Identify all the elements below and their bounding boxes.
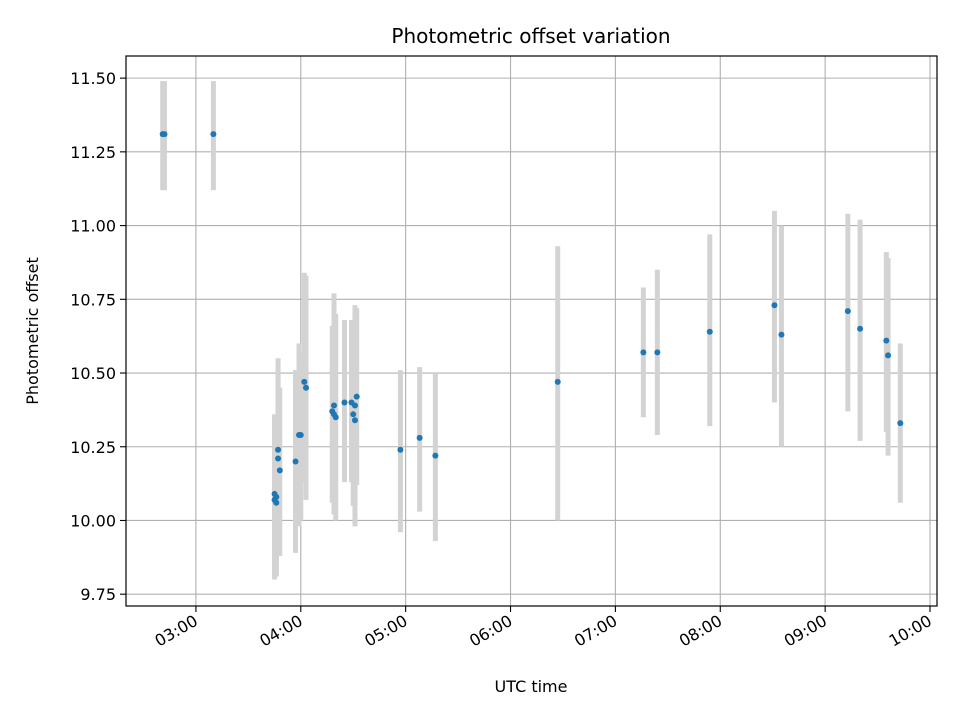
chart-title: Photometric offset variation bbox=[391, 24, 670, 48]
data-point bbox=[778, 331, 785, 338]
y-tick-label: 10.50 bbox=[70, 364, 116, 383]
data-point bbox=[351, 402, 358, 409]
data-point bbox=[554, 378, 561, 385]
y-axis-label: Photometric offset bbox=[23, 257, 42, 405]
data-point bbox=[885, 352, 892, 359]
y-tick-label: 11.00 bbox=[70, 217, 116, 236]
data-point bbox=[397, 446, 404, 453]
data-point bbox=[432, 452, 439, 459]
data-point bbox=[883, 337, 890, 344]
y-tick-label: 10.25 bbox=[70, 438, 116, 457]
data-point bbox=[161, 131, 168, 138]
y-tick-label: 10.75 bbox=[70, 290, 116, 309]
data-point bbox=[897, 420, 904, 427]
data-point bbox=[330, 402, 337, 409]
data-point bbox=[640, 349, 647, 356]
data-point bbox=[771, 302, 778, 309]
plot-frame bbox=[125, 55, 938, 607]
y-tick-label: 11.50 bbox=[70, 69, 116, 88]
data-point bbox=[341, 399, 348, 406]
data-point bbox=[353, 393, 360, 400]
data-point bbox=[706, 328, 713, 335]
data-point bbox=[297, 431, 304, 438]
x-axis-label: UTC time bbox=[495, 677, 568, 696]
y-axis: 9.75 10.00 10.25 10.50 10.75 11.00 11.25 11.50 bbox=[70, 69, 126, 604]
data-points bbox=[159, 131, 904, 506]
y-tick-label: 10.00 bbox=[70, 511, 116, 530]
data-point bbox=[350, 411, 357, 418]
data-point bbox=[273, 493, 280, 500]
data-point bbox=[275, 446, 282, 453]
data-point bbox=[210, 131, 217, 138]
y-tick-label: 9.75 bbox=[80, 585, 116, 604]
data-point bbox=[292, 458, 299, 465]
data-point bbox=[301, 378, 308, 385]
grid bbox=[126, 56, 937, 606]
data-point bbox=[303, 384, 310, 391]
data-point bbox=[273, 499, 280, 506]
data-point bbox=[276, 467, 283, 474]
data-point bbox=[844, 308, 851, 315]
data-point bbox=[416, 434, 423, 441]
y-tick-label: 11.25 bbox=[70, 143, 116, 162]
data-point bbox=[857, 325, 864, 332]
data-point bbox=[654, 349, 661, 356]
data-point bbox=[275, 455, 282, 462]
data-point bbox=[332, 414, 339, 421]
data-point bbox=[351, 417, 358, 424]
